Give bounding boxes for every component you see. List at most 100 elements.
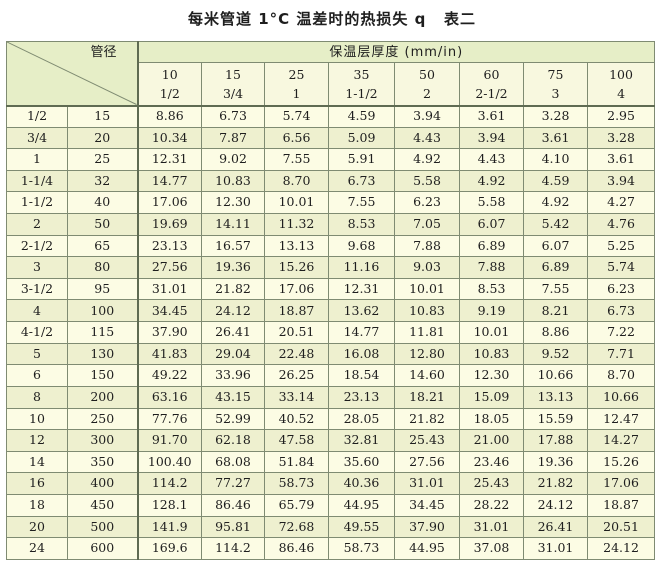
thickness-mm: 50 [419, 67, 435, 82]
diameter-in-cell: 4 [6, 299, 68, 323]
heat-loss-cell: 23.46 [459, 450, 524, 474]
table-row: 2 50 19.69 14.11 11.32 8.53 7.05 6.07 5.42 4.76 [6, 213, 656, 236]
heat-loss-cell: 4.76 [586, 213, 656, 236]
diameter-in-cell: 3/4 [6, 126, 68, 150]
table-row: 16 400 114.2 77.27 58.73 40.36 31.01 25.43 21.82… [6, 472, 656, 495]
table-row: 1 25 12.31 9.02 7.55 5.91 4.92 4.43 4.10 3.61 [6, 148, 656, 171]
heat-loss-cell: 16.57 [201, 234, 265, 258]
heat-loss-cell: 9.03 [394, 256, 460, 279]
heat-loss-cell: 65.79 [264, 493, 329, 517]
heat-loss-cell: 31.01 [137, 277, 202, 301]
thickness-mm: 75 [547, 67, 564, 82]
heat-loss-cell: 34.45 [137, 299, 202, 323]
heat-loss-cell: 4.59 [328, 105, 395, 128]
heat-loss-cell: 24.12 [201, 299, 265, 323]
heat-loss-cell: 26.25 [264, 364, 329, 387]
table-row: 10 250 77.76 52.99 40.52 28.05 21.82 18.05 15.59… [6, 407, 656, 431]
heat-loss-cell: 3.61 [523, 126, 588, 150]
heat-loss-cell: 3.61 [459, 105, 524, 128]
heat-loss-cell: 12.30 [459, 364, 524, 387]
heat-loss-cell: 24.12 [586, 537, 656, 560]
heat-loss-cell: 47.58 [264, 429, 329, 452]
diameter-mm-cell: 400 [67, 472, 139, 495]
thickness-header-25: 25 1 [264, 62, 329, 107]
heat-loss-cell: 18.54 [328, 364, 395, 387]
heat-loss-cell: 23.13 [137, 234, 202, 258]
diameter-in-cell: 6 [6, 364, 68, 387]
heat-loss-cell: 9.19 [459, 299, 524, 323]
diameter-in-cell: 1-1/4 [6, 169, 68, 193]
table-row: 3/4 20 10.34 7.87 6.56 5.09 4.43 3.94 3.61 3.28 [6, 126, 656, 150]
heat-loss-cell: 10.83 [394, 299, 460, 323]
heat-loss-cell: 10.83 [201, 169, 265, 193]
table-row: 1-1/4 32 14.77 10.83 8.70 6.73 5.58 4.92 4.59 3.9… [6, 169, 656, 193]
heat-loss-cell: 14.27 [586, 429, 656, 452]
heat-loss-cell: 13.62 [328, 299, 395, 323]
diameter-in-cell: 20 [6, 515, 68, 539]
heat-loss-cell: 9.68 [328, 234, 395, 258]
heat-loss-cell: 12.47 [586, 407, 656, 431]
heat-loss-cell: 5.25 [586, 234, 656, 258]
thickness-in: 2 [423, 86, 431, 101]
heat-loss-cell: 11.81 [394, 321, 460, 344]
heat-loss-cell: 27.56 [394, 450, 460, 474]
heat-loss-cell: 13.13 [264, 234, 329, 258]
heat-loss-cell: 4.59 [523, 169, 588, 193]
diameter-in-cell: 10 [6, 407, 68, 431]
heat-loss-cell: 4.92 [394, 148, 460, 171]
table-row: 8 200 63.16 43.15 33.14 23.13 18.21 15.09 13.13 1… [6, 385, 656, 409]
heat-loss-cell: 100.40 [137, 450, 202, 474]
heat-loss-cell: 35.60 [328, 450, 395, 474]
diameter-in-cell: 1/2 [6, 105, 68, 128]
heat-loss-cell: 49.22 [137, 364, 202, 387]
heat-loss-cell: 15.26 [586, 450, 656, 474]
heat-loss-cell: 77.76 [137, 407, 202, 431]
heat-loss-cell: 6.23 [586, 277, 656, 301]
heat-loss-cell: 27.56 [137, 256, 202, 279]
pipe-diameter-label: 管径 [90, 45, 117, 60]
diameter-mm-cell: 300 [67, 429, 139, 452]
heat-loss-cell: 22.48 [264, 342, 329, 366]
table-row: 24 600 169.6 114.2 86.46 58.73 44.95 37.08 31.01… [6, 537, 656, 560]
heat-loss-cell: 33.14 [264, 385, 329, 409]
heat-loss-cell: 58.73 [328, 537, 395, 560]
heat-loss-cell: 14.11 [201, 213, 265, 236]
diameter-in-cell: 4-1/2 [6, 321, 68, 344]
thickness-header-row: 10 1/2 15 3/4 25 1 35 1-1/2 50 2 60 2-1/2 75 3 100 4 [6, 62, 656, 107]
table-number: 表二 [444, 10, 477, 28]
heat-loss-cell: 3.94 [394, 105, 460, 128]
heat-loss-cell: 12.31 [137, 148, 202, 171]
heat-loss-cell: 31.01 [459, 515, 524, 539]
heat-loss-cell: 6.89 [459, 234, 524, 258]
heat-loss-cell: 6.23 [394, 191, 460, 215]
heat-loss-cell: 4.27 [586, 191, 656, 215]
heat-loss-cell: 63.16 [137, 385, 202, 409]
thickness-in: 1/2 [159, 86, 180, 101]
heat-loss-cell: 4.92 [459, 169, 524, 193]
heat-loss-cell: 44.95 [328, 493, 395, 517]
heat-loss-cell: 15.26 [264, 256, 329, 279]
heat-loss-cell: 10.34 [137, 126, 202, 150]
diameter-mm-cell: 100 [67, 299, 139, 323]
diameter-mm-cell: 200 [67, 385, 139, 409]
heat-loss-cell: 18.87 [586, 493, 656, 517]
heat-loss-cell: 3.61 [586, 148, 656, 171]
heat-loss-cell: 26.41 [201, 321, 265, 344]
heat-loss-cell: 8.53 [459, 277, 524, 301]
heat-loss-cell: 7.55 [328, 191, 395, 215]
diameter-mm-cell: 50 [67, 213, 139, 236]
diameter-mm-cell: 32 [67, 169, 139, 193]
diameter-mm-cell: 250 [67, 407, 139, 431]
heat-loss-cell: 31.01 [394, 472, 460, 495]
heat-loss-cell: 32.81 [328, 429, 395, 452]
heat-loss-cell: 7.88 [394, 234, 460, 258]
heat-loss-cell: 3.28 [586, 126, 656, 150]
thickness-header-75: 75 3 [523, 62, 588, 107]
heat-loss-cell: 10.66 [586, 385, 656, 409]
diameter-in-cell: 16 [6, 472, 68, 495]
thickness-mm: 60 [483, 67, 500, 82]
thickness-in: 3 [551, 86, 560, 101]
thickness-header-15: 15 3/4 [201, 62, 265, 107]
heat-loss-cell: 14.77 [328, 321, 395, 344]
heat-loss-cell: 10.83 [459, 342, 524, 366]
